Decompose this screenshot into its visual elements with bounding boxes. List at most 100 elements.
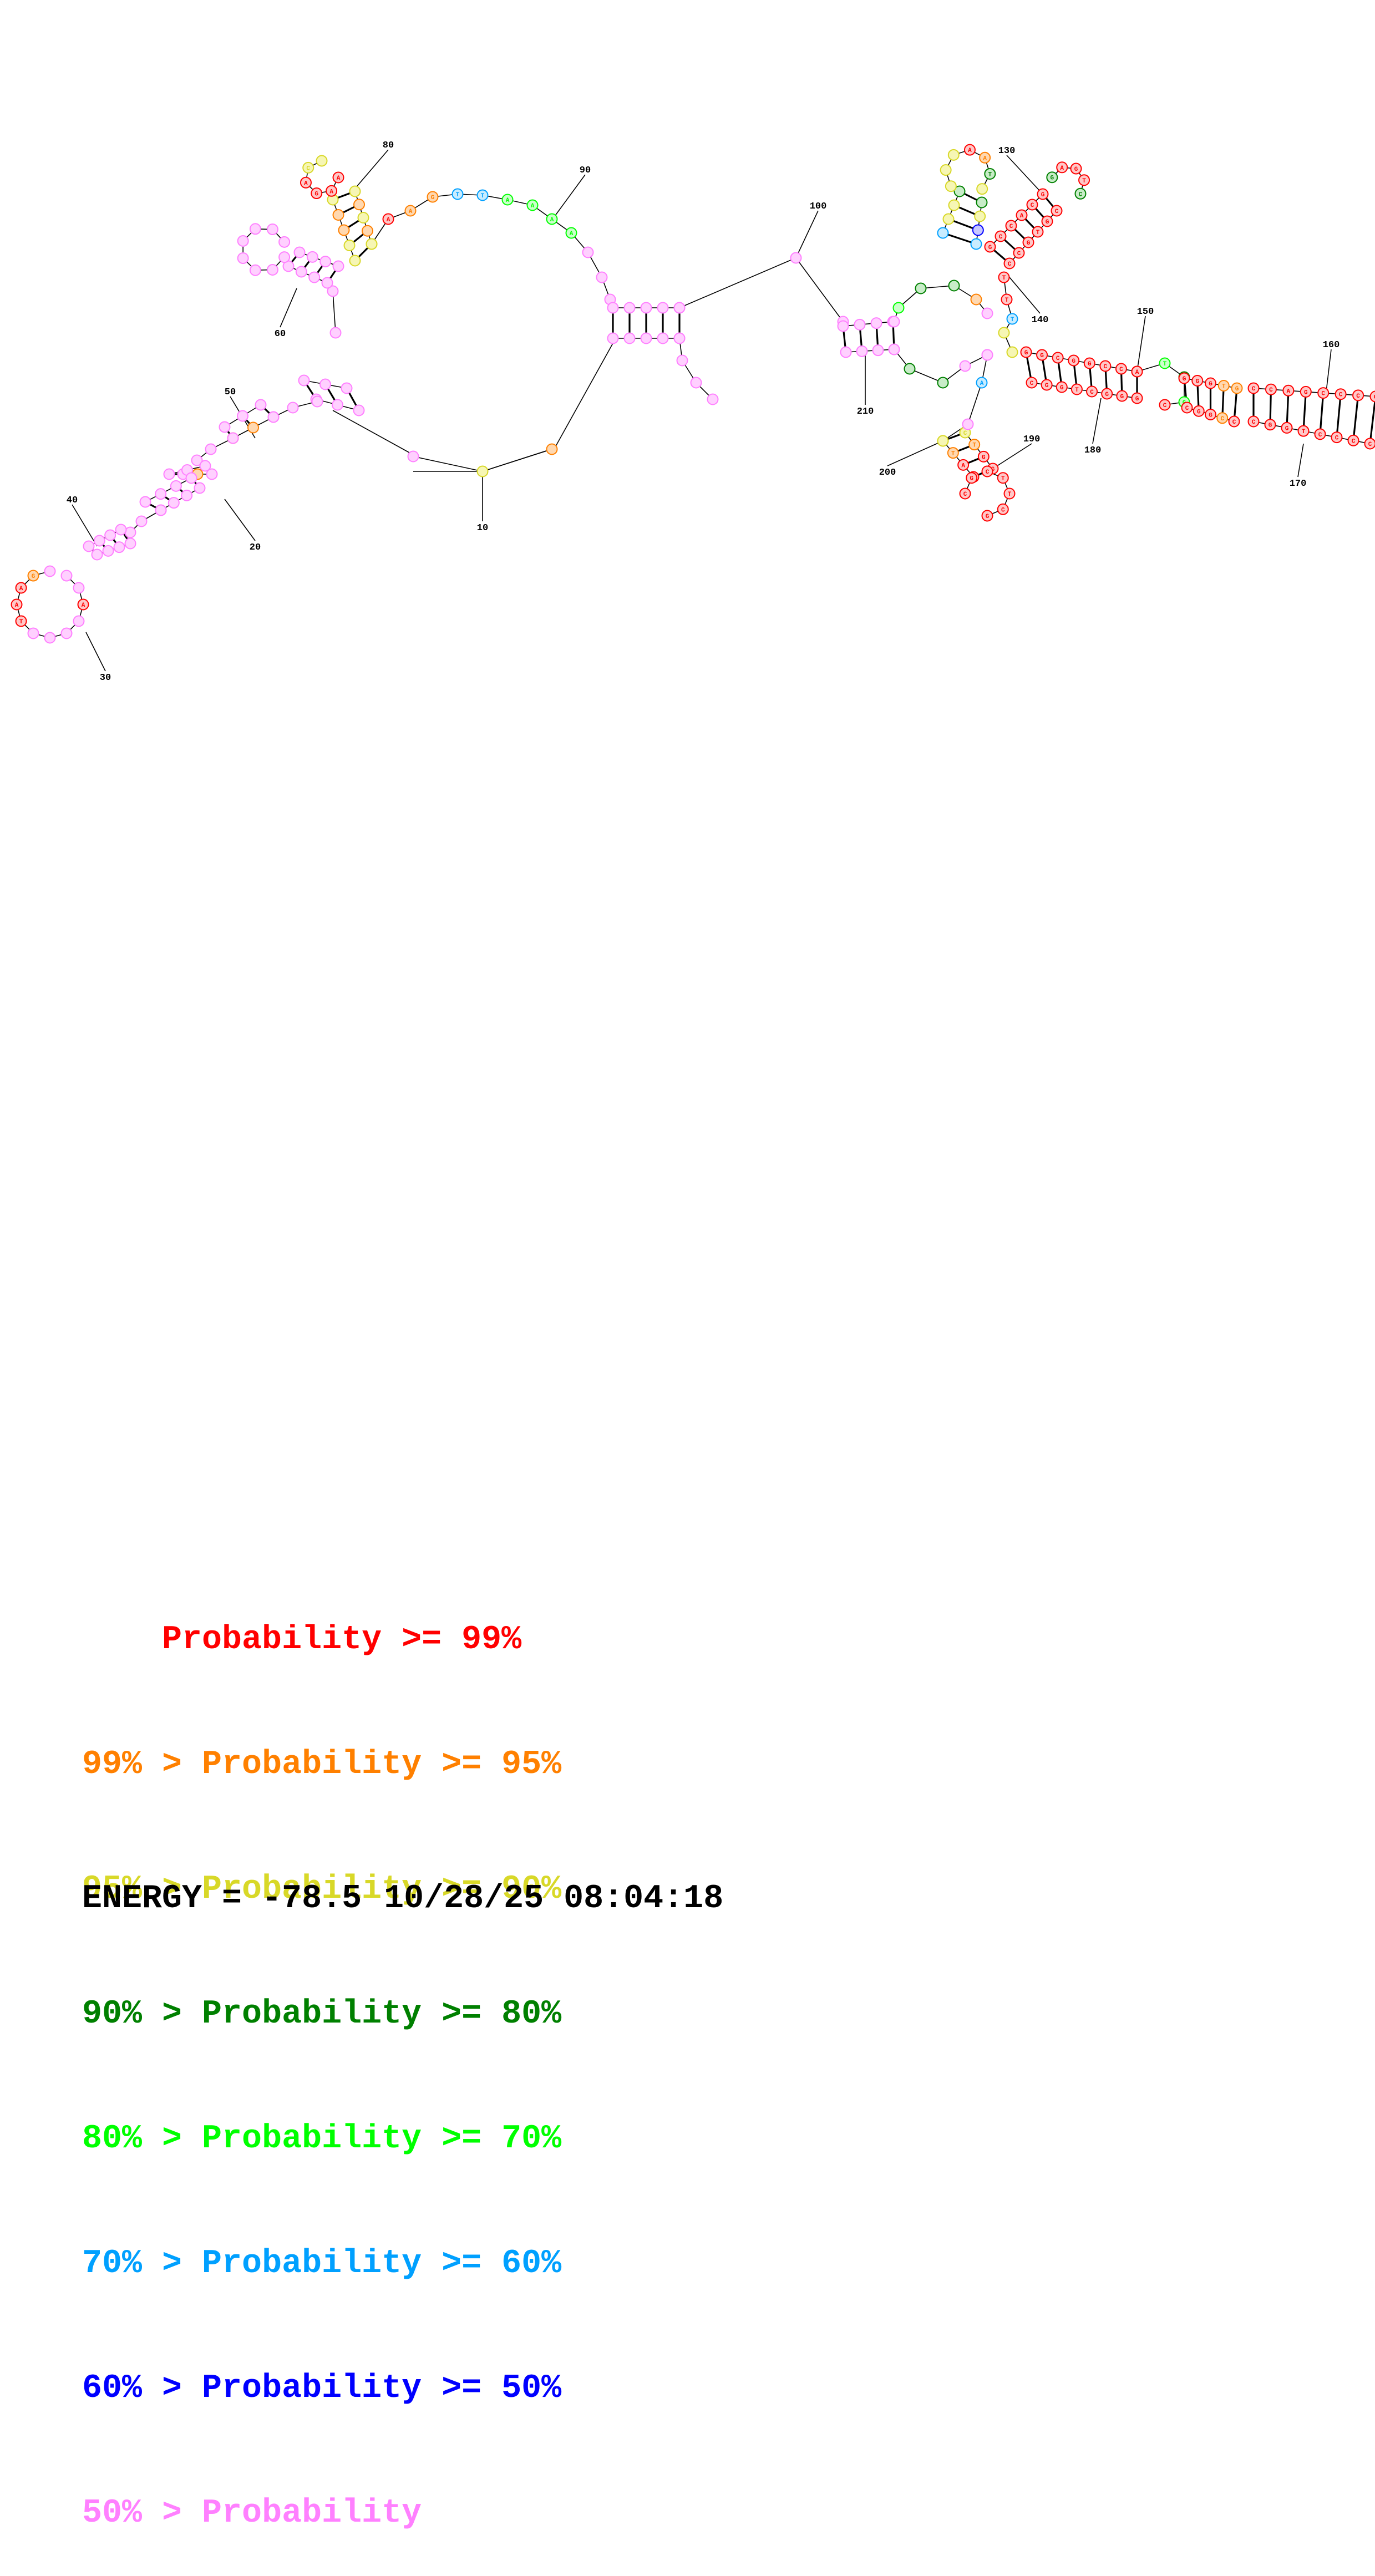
nucleotide (322, 278, 333, 288)
nucleotide-letter: A (980, 380, 984, 387)
nucleotide (982, 350, 993, 360)
bond-line (968, 383, 982, 424)
nucleotide-letter: G (32, 573, 35, 580)
nucleotide-letter: C (1056, 355, 1060, 362)
nucleotide-letter: G (1072, 358, 1075, 365)
nucleotide (943, 214, 954, 225)
position-label: 30 (100, 673, 111, 683)
nucleotide (691, 378, 702, 388)
bond-line (280, 288, 297, 327)
nucleotide-letter: G (1209, 413, 1212, 419)
nucleotide (45, 566, 55, 577)
nucleotide-letter: C (1009, 223, 1013, 230)
nucleotide (333, 261, 344, 272)
legend-row: 90% > Probability >= 80% (82, 1994, 561, 2035)
bond-line (333, 291, 336, 333)
nucleotide (181, 490, 192, 501)
bond-line (483, 449, 552, 471)
nucleotide-letter: A (82, 602, 85, 609)
nucleotide (73, 616, 84, 627)
nucleotide (268, 412, 279, 423)
nucleotide-letter: A (387, 217, 390, 223)
bond-line (1370, 397, 1375, 444)
nucleotide (583, 247, 593, 258)
nucleotide (889, 344, 900, 355)
nucleotide (478, 466, 488, 477)
nucleotide (791, 253, 801, 263)
nucleotide (73, 583, 84, 593)
timestamp: 10/28/25 08:04:18 (384, 1880, 723, 1918)
nucleotide (938, 228, 948, 238)
nucleotide (938, 436, 948, 446)
nucleotide (354, 405, 364, 416)
bond-line (1298, 444, 1303, 477)
nucleotide-letter: T (1082, 178, 1086, 185)
nucleotide (164, 469, 175, 480)
nucleotide-letter: T (1302, 429, 1306, 435)
nucleotide (608, 333, 618, 344)
nucleotide (708, 394, 718, 405)
position-label: 140 (1032, 315, 1049, 326)
nucleotide-letter: A (550, 217, 554, 223)
bond-line (679, 258, 796, 308)
nucleotide-letter: C (1119, 367, 1123, 373)
position-label: 190 (1023, 434, 1041, 445)
nucleotide-letter: A (304, 180, 308, 187)
nucleotide-letter: A (968, 148, 972, 154)
nucleotide (320, 256, 331, 267)
position-labels: 1020304050608090100130140150160170180190… (67, 140, 1340, 683)
bond-line (993, 444, 1032, 469)
nucleotide (299, 375, 309, 386)
nucleotide (103, 546, 114, 556)
nucleotide-letter: C (1008, 261, 1012, 268)
position-label: 100 (810, 201, 827, 212)
bond-line (1007, 155, 1043, 194)
position-label: 90 (580, 165, 591, 176)
position-label: 40 (67, 495, 78, 506)
nucleotide-letter: G (1088, 361, 1092, 368)
nucleotide-letter: C (999, 234, 1003, 241)
nucleotide-letter: C (1252, 419, 1256, 426)
nucleotide (267, 224, 278, 235)
position-label: 160 (1323, 340, 1340, 350)
nucleotide-letter: T (456, 192, 460, 199)
nucleotide (105, 530, 115, 541)
nucleotide (938, 378, 948, 388)
nucleotide (975, 211, 985, 222)
nucleotide (946, 181, 956, 191)
position-label: 210 (857, 407, 874, 417)
nucleotide-letter: A (1020, 213, 1024, 220)
nucleotide (658, 333, 668, 344)
nucleotide-letter: G (1041, 192, 1045, 199)
legend-row: 60% > Probability >= 50% (82, 2368, 561, 2410)
position-label: 130 (998, 146, 1016, 156)
nucleotide (62, 628, 72, 638)
nucleotide (333, 210, 344, 220)
nucleotide-letter: G (1285, 425, 1289, 432)
nucleotide (28, 628, 39, 638)
bond-line (555, 175, 585, 216)
nucleotide-letter: A (15, 602, 19, 609)
nucleotide-letter: C (1104, 364, 1108, 370)
nucleotide (597, 272, 607, 283)
nucleotide (857, 346, 867, 357)
legend-row: 70% > Probability >= 60% (82, 2243, 561, 2285)
nucleotide-letter: A (329, 189, 333, 195)
bond-line (333, 410, 413, 455)
nucleotide (674, 333, 685, 344)
position-label: 50 (225, 387, 236, 398)
nucleotide (238, 253, 248, 263)
nucleotide-letter: G (986, 514, 990, 520)
nucleotide-letter: C (1055, 209, 1059, 215)
nucleotide (169, 497, 179, 508)
nucleotide (894, 303, 904, 313)
nucleotide (658, 303, 668, 313)
nucleotide (250, 223, 261, 234)
nucleotide-letter: C (1252, 386, 1256, 393)
nucleotide-letter: A (1135, 369, 1139, 376)
nucleotide-letter: A (570, 231, 574, 237)
nucleotide-letter: G (1304, 389, 1308, 396)
bond-line (887, 441, 943, 466)
nucleotide (674, 303, 685, 313)
